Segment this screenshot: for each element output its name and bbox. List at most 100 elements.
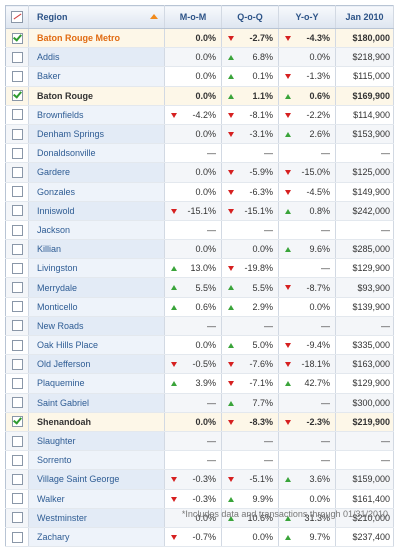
row-checkbox[interactable]	[11, 262, 23, 274]
mom-column-header[interactable]: M-o-M	[164, 5, 222, 29]
table-row[interactable]: Village Saint George -0.3% -5.1% 3.6% $159,0…	[5, 469, 394, 490]
jan-2010-column-header[interactable]: Jan 2010	[335, 5, 394, 29]
row-checkbox[interactable]	[11, 51, 23, 63]
region-link[interactable]: Donaldsonville	[28, 143, 165, 164]
row-checkbox[interactable]	[11, 90, 23, 102]
table-row[interactable]: Gardere 0.0% -5.9% -15.0% $125,000	[5, 162, 394, 183]
table-row[interactable]: Shenandoah 0.0% -8.3% -2.3% $219,900	[5, 412, 394, 432]
region-link[interactable]: Baton Rouge Metro	[28, 28, 165, 49]
table-row[interactable]: Baton Rouge 0.0% 1.1% 0.6% $169,900	[5, 86, 394, 106]
region-link[interactable]: Old Jefferson	[28, 354, 165, 375]
region-link[interactable]: Baker	[28, 66, 165, 87]
region-link[interactable]: Addis	[28, 47, 165, 68]
region-link[interactable]: Shenandoah	[28, 412, 165, 432]
row-select-cell	[5, 86, 29, 106]
row-checkbox[interactable]	[11, 358, 23, 370]
table-row[interactable]: Sorrento — — — —	[5, 450, 394, 471]
row-checkbox[interactable]	[11, 378, 23, 390]
region-link[interactable]: Sorrento	[28, 450, 165, 471]
table-row[interactable]: Jackson — — — —	[5, 220, 394, 241]
row-checkbox[interactable]	[11, 32, 23, 44]
region-link[interactable]: Brownfields	[28, 105, 165, 125]
region-link[interactable]: Killian	[28, 239, 165, 260]
table-row[interactable]: Merrydale 5.5% 5.5% -8.7% $93,900	[5, 277, 394, 298]
table-row[interactable]: Slaughter — — — —	[5, 431, 394, 452]
region-link[interactable]: Monticello	[28, 297, 165, 317]
region-link[interactable]: Zachary	[28, 527, 165, 547]
line-chart-icon[interactable]	[11, 11, 23, 23]
region-link[interactable]: Village Saint George	[28, 469, 165, 490]
table-row[interactable]: Livingston 13.0% -19.8% — $129,900	[5, 258, 394, 279]
table-row[interactable]: Gonzales 0.0% -6.3% -4.5% $149,900	[5, 182, 394, 202]
region-column-header[interactable]: Region	[28, 5, 165, 29]
yoy-value: 0.8%	[309, 205, 330, 216]
down-arrow-icon	[228, 266, 234, 272]
table-row[interactable]: Saint Gabriel — 7.7% — $300,000	[5, 393, 394, 413]
table-row[interactable]: Denham Springs 0.0% -3.1% 2.6% $153,900	[5, 124, 394, 145]
row-checkbox[interactable]	[11, 339, 23, 351]
region-link[interactable]: Plaquemine	[28, 373, 165, 394]
region-link[interactable]: New Roads	[28, 316, 165, 337]
qoq-value: -3.1%	[249, 129, 273, 140]
row-checkbox[interactable]	[11, 109, 23, 121]
row-checkbox[interactable]	[11, 186, 23, 198]
qoq-cell: —	[221, 450, 279, 471]
region-link[interactable]: Merrydale	[28, 277, 165, 298]
table-row[interactable]: Killian 0.0% 0.0% 9.6% $285,000	[5, 239, 394, 260]
row-checkbox[interactable]	[11, 416, 23, 428]
row-checkbox[interactable]	[11, 224, 23, 236]
sort-ascending-icon[interactable]	[150, 14, 158, 19]
row-checkbox[interactable]	[11, 454, 23, 466]
qoq-column-header[interactable]: Q-o-Q	[221, 5, 279, 29]
table-row[interactable]: Walker -0.3% 9.9% 0.0% $161,400	[5, 489, 394, 509]
yoy-column-header[interactable]: Y-o-Y	[278, 5, 336, 29]
region-link[interactable]: Baton Rouge	[28, 86, 165, 106]
row-checkbox[interactable]	[11, 282, 23, 294]
row-checkbox[interactable]	[11, 435, 23, 447]
row-checkbox[interactable]	[11, 147, 23, 159]
region-link[interactable]: Livingston	[28, 258, 165, 279]
table-row[interactable]: Brownfields -4.2% -8.1% -2.2% $114,900	[5, 105, 394, 125]
region-link[interactable]: Gonzales	[28, 182, 165, 202]
yoy-cell: —	[278, 220, 336, 241]
row-checkbox[interactable]	[11, 205, 23, 217]
table-row[interactable]: Plaquemine 3.9% -7.1% 42.7% $129,900	[5, 373, 394, 394]
row-checkbox[interactable]	[11, 128, 23, 140]
region-link[interactable]: Oak Hills Place	[28, 335, 165, 356]
table-row[interactable]: Donaldsonville — — — —	[5, 143, 394, 164]
table-row[interactable]: Oak Hills Place 0.0% 5.0% -9.4% $335,000	[5, 335, 394, 356]
table-row[interactable]: Zachary -0.7% 0.0% 9.7% $237,400	[5, 527, 394, 547]
table-row[interactable]: Baker 0.0% 0.1% -1.3% $115,000	[5, 66, 394, 87]
row-checkbox[interactable]	[11, 71, 23, 83]
region-link[interactable]: Westminster	[28, 508, 165, 528]
table-row[interactable]: New Roads — — — —	[5, 316, 394, 337]
table-row[interactable]: Addis 0.0% 6.8% 0.0% $218,900	[5, 47, 394, 68]
qoq-cell: -15.1%	[221, 201, 279, 221]
region-link[interactable]: Denham Springs	[28, 124, 165, 145]
mom-value: —	[207, 436, 216, 447]
region-link[interactable]: Inniswold	[28, 201, 165, 221]
table-row[interactable]: Monticello 0.6% 2.9% 0.0% $139,900	[5, 297, 394, 317]
region-link[interactable]: Jackson	[28, 220, 165, 241]
region-link[interactable]: Slaughter	[28, 431, 165, 452]
row-checkbox[interactable]	[11, 397, 23, 409]
down-arrow-icon	[228, 477, 234, 483]
row-checkbox[interactable]	[11, 166, 23, 178]
table-row[interactable]: Westminster 0.0% 10.6% 31.3% $210,000	[5, 508, 394, 528]
region-link[interactable]: Saint Gabriel	[28, 393, 165, 413]
row-checkbox[interactable]	[11, 473, 23, 485]
row-checkbox[interactable]	[11, 243, 23, 255]
table-row[interactable]: Old Jefferson -0.5% -7.6% -18.1% $163,000	[5, 354, 394, 375]
row-checkbox[interactable]	[11, 301, 23, 313]
qoq-cell: 0.1%	[221, 66, 279, 87]
row-checkbox[interactable]	[11, 320, 23, 332]
region-link[interactable]: Gardere	[28, 162, 165, 183]
table-row[interactable]: Baton Rouge Metro 0.0% -2.7% -4.3% $180,000	[5, 28, 394, 49]
row-checkbox[interactable]	[11, 493, 23, 505]
chart-toggle-header[interactable]	[5, 5, 29, 29]
table-row[interactable]: Inniswold -15.1% -15.1% 0.8% $242,000	[5, 201, 394, 221]
region-link[interactable]: Walker	[28, 489, 165, 509]
row-checkbox[interactable]	[11, 531, 23, 543]
qoq-value: 2.9%	[252, 301, 273, 312]
row-checkbox[interactable]	[11, 512, 23, 524]
